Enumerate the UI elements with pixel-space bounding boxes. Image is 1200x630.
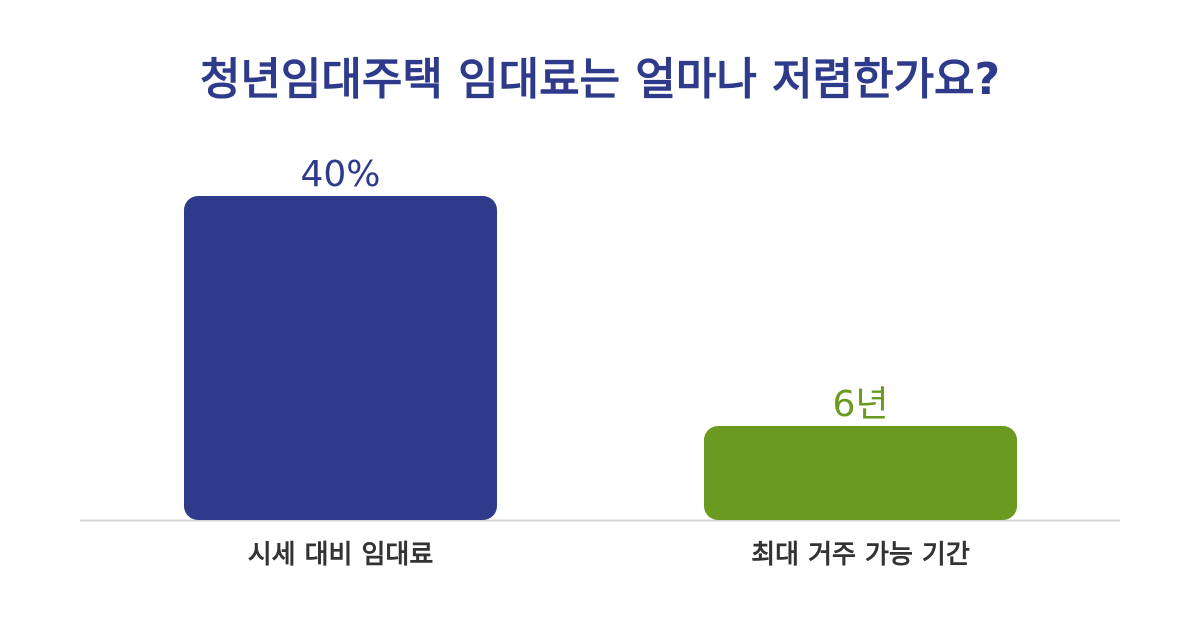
bar-2 bbox=[704, 426, 1017, 520]
data-label-1: 40% bbox=[300, 154, 380, 195]
chart-title: 청년임대주택 임대료는 얼마나 저렴한가요? bbox=[199, 54, 1001, 105]
data-label-2: 6년 bbox=[832, 384, 888, 425]
category-label-2: 최대 거주 가능 기간 bbox=[751, 540, 970, 570]
bar-1 bbox=[184, 196, 497, 520]
category-label-1: 시세 대비 임대료 bbox=[248, 540, 434, 570]
